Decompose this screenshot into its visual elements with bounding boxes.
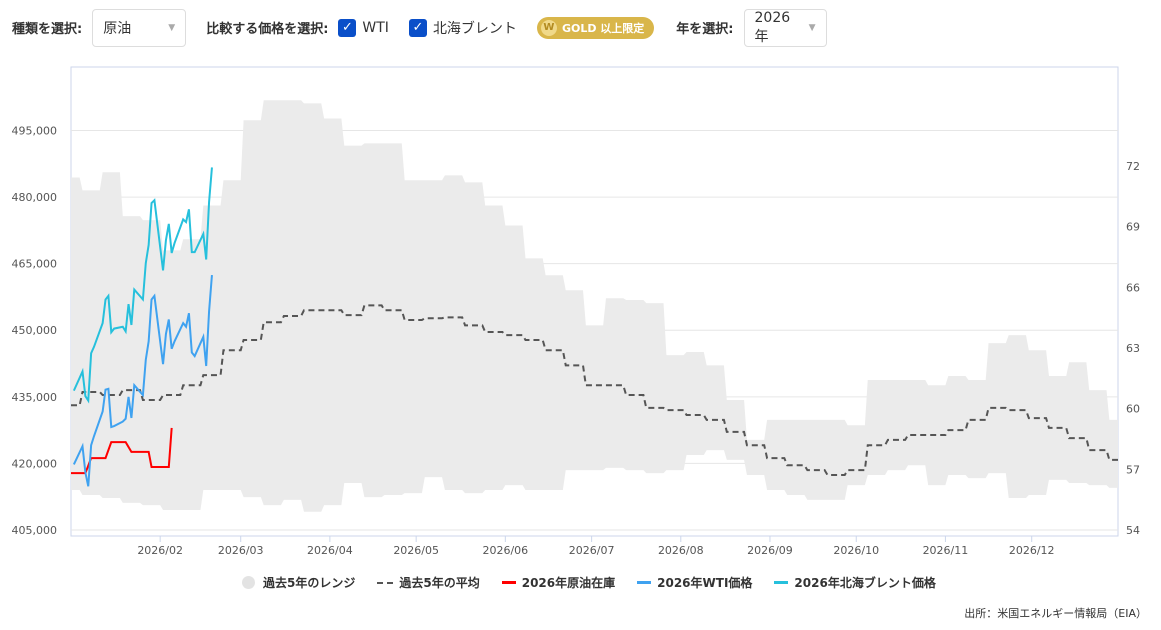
legend-brent[interactable]: 2026年北海ブレント価格 [774,574,936,591]
x-tick-label: 2026/03 [218,544,264,557]
x-tick-label: 2026/08 [658,544,704,557]
y-right-tick-label: 69 [1126,221,1140,234]
legend-average-swatch [377,581,394,584]
brent-label: 北海ブレント [432,20,517,37]
legend-wti-swatch [637,581,652,584]
filter-bar: 種類を選択: 原油 ▼ 比較する価格を選択: ✓ WTI ✓ 北海ブレント W … [0,0,827,55]
legend-inventory-swatch [501,581,516,584]
gold-coin-icon: W [540,19,557,36]
chevron-down-icon: ▼ [808,22,816,33]
checkmark-icon: ✓ [338,18,357,37]
chevron-down-icon: ▼ [168,22,176,33]
inventory-price-chart: 405,000 420,000 435,000 450,000 465,000 480,0… [12,66,1140,557]
year-label: 年を選択: [676,22,734,37]
checkmark-icon: ✓ [408,18,427,37]
legend-label: 過去5年のレンジ [263,576,356,590]
x-tick-label: 2026/10 [833,544,879,557]
y-left-tick-label: 465,000 [12,258,58,271]
y-left-tick-label: 420,000 [12,457,58,470]
type-value: 原油 [103,20,132,37]
x-tick-label: 2026/09 [747,544,793,557]
year-select[interactable]: 2026年 ▼ [743,8,827,47]
brent-checkbox[interactable]: ✓ 北海ブレント [408,18,517,38]
legend: 過去5年のレンジ 過去5年の平均 2026年原油在庫 2026年WTI価格 20… [242,574,958,591]
y-left-tick-label: 480,000 [12,191,58,204]
y-right-tick-label: 60 [1126,403,1140,416]
legend-label: 2026年WTI価格 [657,576,753,590]
x-tick-label: 2026/02 [137,544,183,557]
x-tick-label: 2026/06 [482,544,528,557]
wti-checkbox[interactable]: ✓ WTI [338,18,389,37]
legend-average[interactable]: 過去5年の平均 [377,574,480,591]
wti-label: WTI [362,19,389,36]
range-band [71,100,1118,512]
legend-label: 2026年原油在庫 [521,576,616,590]
compare-label: 比較する価格を選択: [206,22,329,37]
y-left-tick-label: 435,000 [12,391,58,404]
gold-badge[interactable]: W GOLD 以上限定 [536,16,655,39]
legend-range-swatch [242,576,255,589]
legend-inventory[interactable]: 2026年原油在庫 [501,574,616,591]
legend-label: 過去5年の平均 [399,576,480,590]
y-right-tick-label: 57 [1126,463,1140,476]
legend-label: 2026年北海ブレント価格 [794,576,936,590]
y-left-tick-label: 405,000 [12,524,58,537]
y-right-tick-label: 54 [1126,524,1140,537]
type-select[interactable]: 原油 ▼ [92,8,187,47]
gold-badge-label: GOLD 以上限定 [561,21,645,35]
y-right-tick-label: 63 [1126,342,1140,355]
y-left-tick-label: 450,000 [12,324,58,337]
y-right-tick-label: 66 [1126,281,1140,294]
legend-wti[interactable]: 2026年WTI価格 [637,574,752,591]
x-tick-label: 2026/12 [1009,544,1055,557]
legend-range[interactable]: 過去5年のレンジ [242,574,355,591]
y-right-tick-label: 72 [1126,160,1140,173]
source-note: 出所：米国エネルギー情報局（EIA） [964,607,1147,620]
x-tick-label: 2026/11 [923,544,969,557]
brent-line [72,167,213,404]
type-label: 種類を選択: [12,22,83,37]
x-tick-label: 2026/05 [393,544,439,557]
wti-line [72,274,213,487]
x-tick-label: 2026/04 [307,544,353,557]
y-left-tick-label: 495,000 [12,124,58,137]
year-value: 2026年 [754,9,791,45]
legend-brent-swatch [774,581,789,584]
x-tick-label: 2026/07 [569,544,615,557]
